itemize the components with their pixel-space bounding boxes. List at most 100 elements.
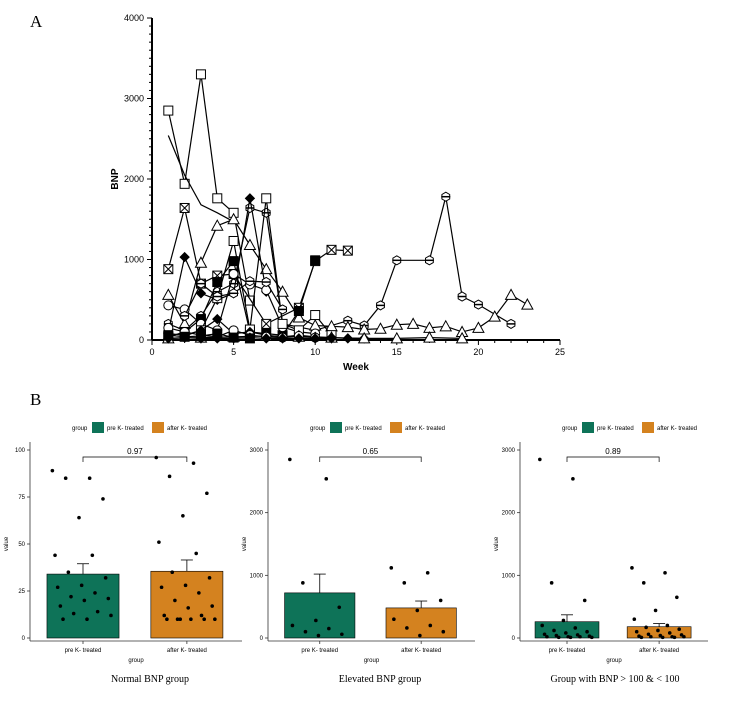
data-point [189, 617, 193, 621]
triangle-marker [357, 331, 371, 344]
data-point [646, 632, 651, 637]
diamond-marker [212, 313, 223, 325]
y-axis-label: value [494, 536, 500, 551]
data-point [157, 540, 161, 544]
y-axis-label: value [4, 536, 10, 551]
square-marker [310, 310, 321, 321]
data-point [205, 491, 209, 496]
x-tick-label: 25 [555, 347, 565, 357]
cross-mark [261, 319, 272, 329]
triangle-marker [243, 238, 257, 251]
data-point [634, 629, 639, 634]
data-point [552, 628, 556, 633]
data-point [109, 613, 113, 618]
data-point [641, 581, 646, 585]
data-point [303, 629, 308, 634]
x-tick-label: 5 [231, 347, 236, 357]
data-point [418, 633, 422, 638]
data-point [545, 634, 549, 639]
y-tick-label: 25 [18, 589, 25, 595]
square-marker [195, 69, 206, 80]
data-point [392, 617, 396, 621]
data-point [159, 585, 164, 590]
legend-swatch-after [642, 422, 654, 433]
square-marker [163, 105, 174, 116]
triangle-marker [439, 319, 453, 332]
series-line [167, 74, 251, 301]
x-tick-label: 15 [392, 347, 402, 357]
bar-after [150, 570, 224, 639]
triangle-marker [521, 298, 534, 310]
diamond-marker [179, 332, 190, 343]
data-point [402, 581, 407, 585]
filled-square-marker [310, 255, 321, 266]
data-point [197, 591, 201, 595]
data-point [103, 576, 108, 580]
x-tick-label: 10 [310, 347, 320, 357]
triangle-marker [455, 331, 469, 344]
legend-label-after: after K- treated [657, 426, 697, 432]
data-point [194, 551, 199, 556]
data-point [561, 618, 566, 623]
data-point [162, 613, 167, 618]
data-point [213, 617, 217, 621]
caption-normal-bnp: Normal BNP group [111, 674, 189, 685]
y-tick-label: 50 [18, 542, 25, 548]
caption-mixed-bnp: Group with BNP > 100 & < 100 [550, 674, 680, 685]
data-point [571, 477, 575, 481]
bar-charts-panel-b: group pre K- treated after K- treated 0 25 50… [4, 422, 708, 664]
data-point [63, 476, 68, 480]
data-point [660, 635, 665, 640]
data-point [314, 618, 318, 623]
square-marker [261, 193, 272, 204]
data-point [175, 617, 180, 621]
filled-square-marker [293, 306, 304, 317]
series-p1 [163, 69, 255, 306]
diamond-marker [228, 333, 239, 344]
diamond-marker [244, 193, 256, 204]
x-tick-label: pre K- treated [549, 648, 586, 654]
data-point [632, 617, 637, 621]
diamond-marker [195, 333, 207, 344]
data-point [101, 497, 105, 501]
data-point [154, 455, 159, 460]
panel-label-b: B [30, 390, 42, 409]
data-point [675, 595, 679, 600]
data-point [590, 635, 594, 640]
data-point [568, 635, 573, 640]
data-point [178, 617, 183, 621]
legend-swatch-pre [582, 422, 594, 433]
data-point [316, 633, 321, 638]
triangle-marker [488, 310, 502, 322]
data-point [106, 596, 111, 601]
legend-label-pre: pre K- treated [345, 426, 382, 432]
data-point [173, 598, 177, 603]
diamond-marker [212, 333, 223, 344]
data-point [87, 476, 92, 480]
data-point [66, 570, 71, 574]
data-point [324, 477, 329, 481]
diamond-marker [261, 333, 272, 344]
triangle-marker [423, 331, 436, 343]
series-line [168, 273, 316, 335]
bar-pre [46, 573, 120, 639]
data-point [639, 635, 644, 640]
y-tick-label: 0 [139, 335, 144, 345]
data-point [61, 617, 65, 621]
caption-elevated-bnp: Elevated BNP group [338, 674, 422, 685]
data-point [85, 617, 89, 621]
cross-mark [326, 244, 337, 255]
y-tick-label: 0 [22, 636, 26, 642]
series-line [167, 207, 348, 325]
p-value-label: 0.65 [363, 447, 379, 456]
x-axis-label: Week [343, 362, 369, 373]
data-point [677, 627, 681, 632]
data-point [210, 604, 214, 608]
legend-swatch-pre [92, 422, 104, 433]
data-point [573, 626, 578, 630]
series-line [168, 196, 512, 331]
p-value-label: 0.89 [605, 447, 621, 456]
data-point [71, 611, 76, 616]
triangle-marker [341, 320, 355, 333]
legend-label-pre: pre K- treated [107, 426, 144, 432]
